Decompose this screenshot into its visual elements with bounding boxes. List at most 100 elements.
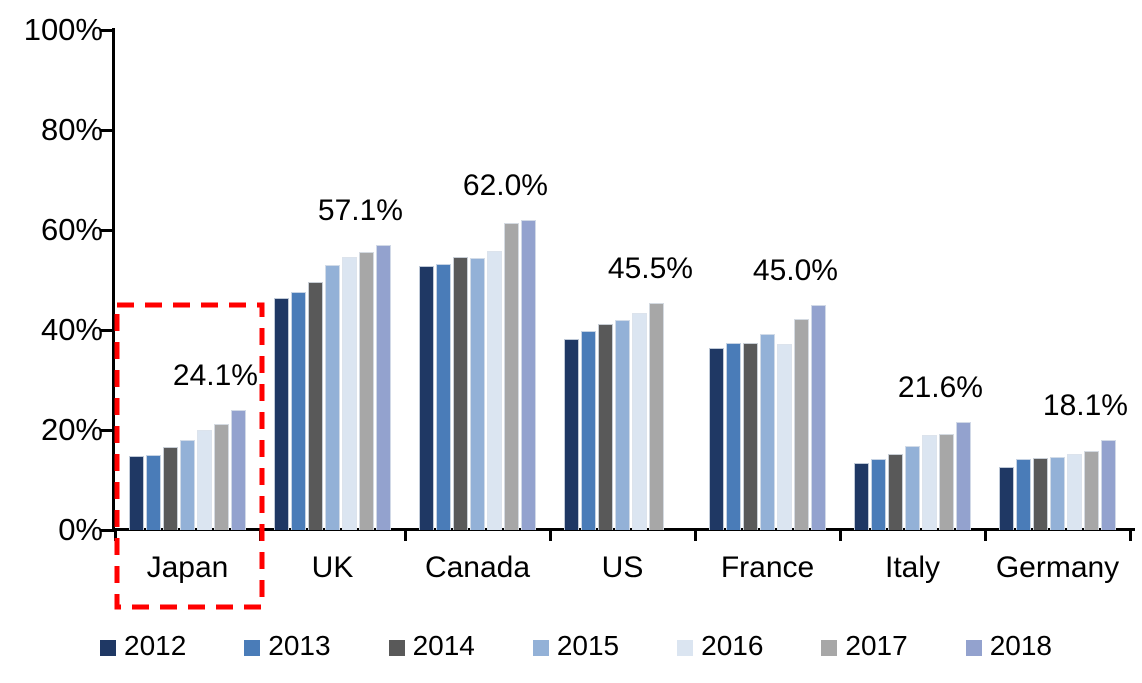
legend-swatch-2018 — [965, 639, 982, 656]
bar-france-2017 — [794, 318, 809, 530]
bar-uk-2015 — [325, 264, 340, 530]
x-tick — [983, 530, 987, 541]
bar-italy-2013 — [871, 459, 886, 530]
x-axis-label-italy: Italy — [884, 551, 941, 584]
bar-italy-2012 — [854, 463, 869, 530]
bar-france-2014 — [743, 342, 758, 530]
x-axis-label-france: France — [720, 551, 815, 584]
bar-germany-2012 — [999, 467, 1014, 530]
bar-canada-2013 — [436, 263, 451, 530]
bar-france-2016 — [777, 343, 792, 530]
y-axis-line — [112, 28, 115, 531]
bar-germany-2013 — [1016, 459, 1031, 530]
legend-swatch-2012 — [100, 639, 116, 656]
bar-group-uk: 57.1% UK — [260, 30, 405, 584]
legend-item-2018: 2018 — [965, 630, 1052, 661]
bar-canada-2015 — [470, 257, 485, 530]
data-label-japan: 24.1% — [172, 358, 258, 392]
bars-us — [550, 302, 695, 530]
legend-label-2013: 2013 — [268, 630, 331, 661]
bar-group-us: 45.5% US — [550, 30, 695, 584]
data-label-canada: 62.0% — [462, 169, 548, 202]
bar-italy-2018 — [956, 422, 971, 530]
bar-group-canada: 62.0% Canada — [405, 30, 550, 584]
legend-item-2014: 2014 — [388, 630, 475, 661]
bar-us-2012 — [564, 339, 579, 530]
bar-germany-2014 — [1033, 458, 1048, 530]
bar-group-france: 45.0% France — [695, 30, 840, 584]
bar-germany-2015 — [1050, 456, 1065, 530]
legend-swatch-2017 — [821, 639, 838, 656]
bar-japan-2016 — [197, 430, 212, 530]
bar-group-italy: 21.6% Italy — [840, 30, 985, 584]
bar-us-2017 — [649, 302, 664, 530]
legend-swatch-2014 — [388, 639, 405, 656]
legend-swatch-2015 — [532, 639, 549, 656]
x-tick — [693, 530, 697, 541]
y-tick — [100, 228, 115, 232]
bar-group-japan: 24.1% Japan — [115, 30, 260, 584]
x-axis-label-us: US — [601, 551, 644, 584]
bars-germany — [985, 439, 1130, 530]
legend-label-2012: 2012 — [124, 630, 187, 661]
bar-france-2018 — [811, 305, 826, 530]
x-tick — [113, 530, 117, 541]
x-axis-label-uk: UK — [311, 551, 354, 584]
y-tick — [100, 328, 115, 332]
bar-germany-2018 — [1101, 439, 1116, 530]
legend-label-2014: 2014 — [412, 630, 475, 661]
y-tick — [100, 528, 115, 532]
y-axis-label: 20% — [40, 412, 103, 447]
data-label-germany: 18.1% — [1042, 388, 1128, 422]
data-label-france: 45.0% — [752, 254, 838, 287]
x-tick — [548, 530, 552, 541]
x-tick — [403, 530, 407, 541]
bar-japan-2014 — [163, 446, 178, 530]
y-axis-label: 80% — [40, 112, 103, 147]
bar-italy-2015 — [905, 446, 920, 530]
bar-uk-2018 — [376, 244, 391, 530]
bar-germany-2017 — [1084, 450, 1099, 530]
x-tick — [838, 530, 842, 541]
legend-swatch-2016 — [677, 639, 694, 656]
bar-japan-2013 — [146, 454, 161, 530]
bar-france-2012 — [709, 347, 724, 530]
legend-item-2016: 2016 — [677, 631, 763, 661]
bar-canada-2016 — [487, 250, 502, 530]
legend-swatch-2013 — [244, 639, 261, 656]
y-axis-label: 0% — [58, 512, 103, 547]
y-tick — [100, 428, 115, 432]
bar-japan-2017 — [214, 424, 229, 530]
bars-japan — [115, 409, 260, 530]
legend-item-2012: 2012 — [100, 631, 186, 661]
bar-uk-2013 — [291, 291, 306, 530]
bars-italy — [840, 422, 985, 530]
legend-item-2015: 2015 — [532, 630, 620, 661]
x-tick — [1128, 530, 1132, 541]
legend-label-2015: 2015 — [556, 630, 620, 661]
bar-uk-2012 — [274, 298, 289, 530]
bar-us-2013 — [581, 330, 596, 530]
bar-japan-2015 — [180, 439, 195, 530]
bars-uk — [260, 244, 405, 530]
data-label-italy: 21.6% — [897, 371, 983, 404]
x-tick — [258, 530, 262, 541]
bar-us-2016 — [632, 312, 647, 530]
bars-france — [695, 305, 840, 530]
bar-canada-2017 — [504, 222, 519, 530]
bar-italy-2016 — [922, 435, 937, 530]
bar-france-2015 — [760, 334, 775, 530]
legend-label-2016: 2016 — [701, 630, 764, 661]
legend-label-2018: 2018 — [989, 630, 1052, 661]
bar-italy-2014 — [888, 453, 903, 530]
y-axis-label: 100% — [23, 12, 103, 47]
bar-group-germany: 18.1% Germany — [985, 30, 1130, 584]
y-tick — [100, 128, 115, 132]
legend-label-2017: 2017 — [845, 630, 908, 661]
bar-canada-2018 — [521, 220, 536, 530]
y-tick — [100, 28, 115, 32]
legend-item-2013: 2013 — [244, 630, 331, 661]
legend-item-2017: 2017 — [821, 630, 908, 661]
